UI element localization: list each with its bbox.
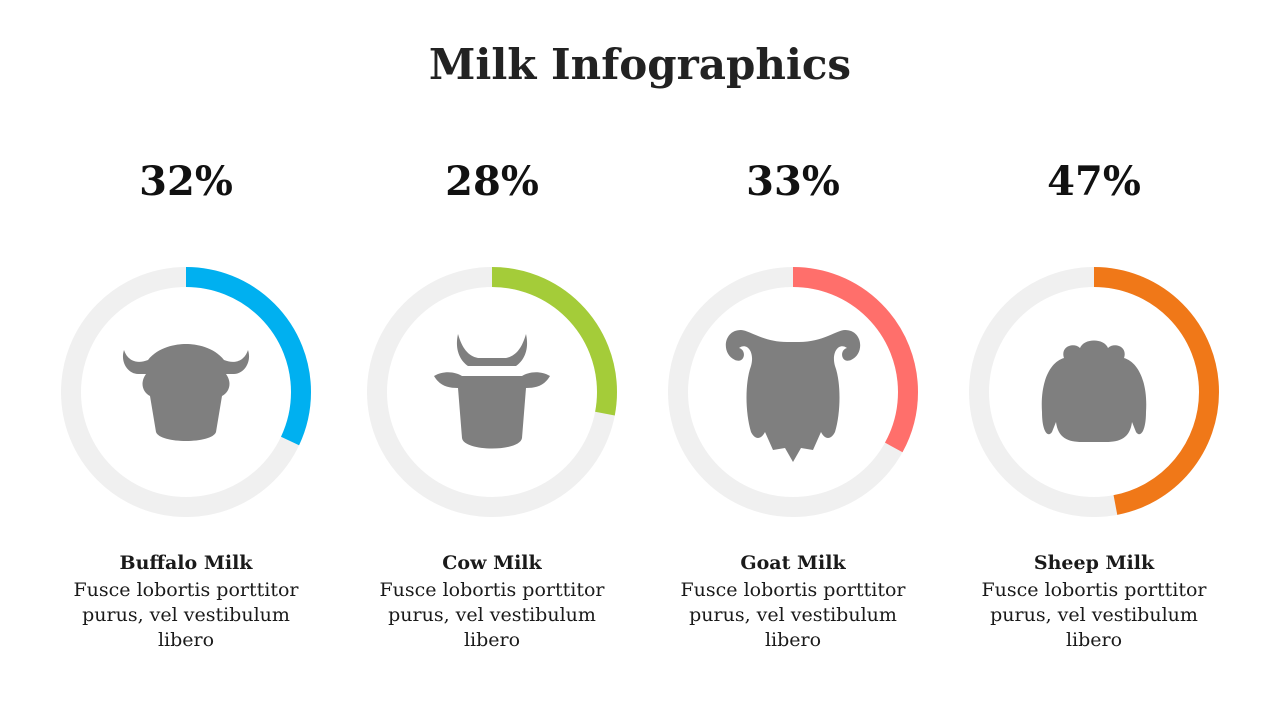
item-label: Buffalo Milk bbox=[119, 552, 253, 574]
animal-icon bbox=[434, 334, 550, 449]
item-label: Sheep Milk bbox=[1033, 552, 1155, 574]
percent-label: 32% bbox=[139, 158, 233, 205]
progress-ring bbox=[61, 267, 311, 517]
progress-ring bbox=[367, 267, 617, 517]
item-description: Fusce lobortis porttitor purus, vel vest… bbox=[981, 579, 1207, 651]
progress-ring bbox=[668, 267, 918, 517]
percent-label: 47% bbox=[1047, 158, 1141, 205]
progress-ring bbox=[969, 267, 1219, 517]
animal-icon bbox=[122, 344, 250, 441]
item-description: Fusce lobortis porttitor purus, vel vest… bbox=[680, 579, 906, 651]
item-description: Fusce lobortis porttitor purus, vel vest… bbox=[379, 579, 605, 651]
item-label: Cow Milk bbox=[442, 552, 542, 574]
percent-label: 33% bbox=[746, 158, 840, 205]
ring-progress bbox=[668, 267, 918, 517]
title: Milk Infographics bbox=[428, 40, 852, 89]
animal-icon bbox=[1041, 340, 1147, 442]
ring-progress bbox=[61, 267, 311, 517]
ring-progress bbox=[367, 267, 617, 517]
animal-icon bbox=[725, 330, 861, 462]
item-label: Goat Milk bbox=[740, 552, 846, 574]
ring-progress bbox=[969, 267, 1219, 517]
percent-label: 28% bbox=[445, 158, 539, 205]
item-description: Fusce lobortis porttitor purus, vel vest… bbox=[73, 579, 299, 651]
